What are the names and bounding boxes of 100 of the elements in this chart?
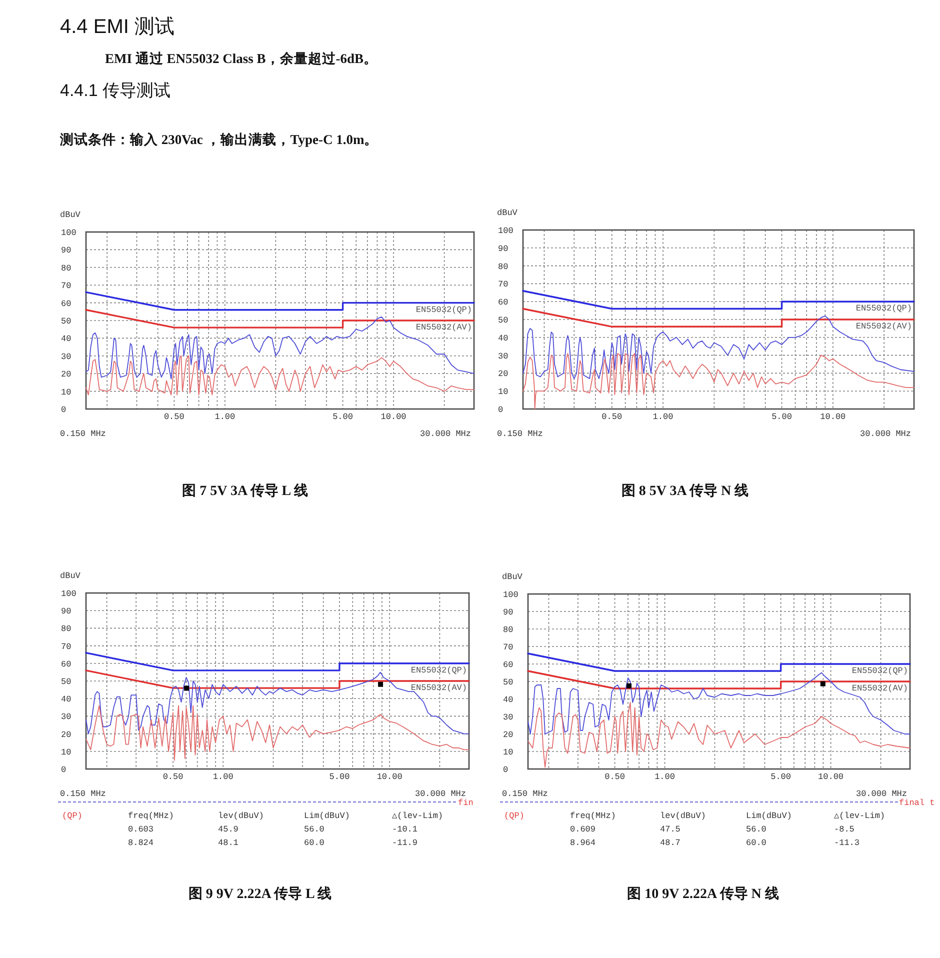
x-tick-label: 0.50 xyxy=(602,412,622,422)
y-tick-label: 70 xyxy=(498,280,508,290)
y-tick-label: 70 xyxy=(61,281,72,292)
y-tick-label: 30 xyxy=(61,712,72,722)
y-axis-title: dBuV xyxy=(497,208,518,218)
y-axis-title: dBuV xyxy=(502,572,524,582)
y-tick-label: 10 xyxy=(503,748,514,758)
text: 4.4.1 传导测试 xyxy=(60,81,171,100)
y-tick-label: 50 xyxy=(503,678,514,688)
series-label: EN55032(QP) xyxy=(852,666,908,676)
text: freq(MHz) xyxy=(570,811,616,821)
y-tick-label: 80 xyxy=(61,263,72,274)
text: freq(MHz) xyxy=(128,811,174,821)
text: fin xyxy=(458,798,474,808)
text: 30.000 MHz xyxy=(856,789,907,799)
y-axis-title: dBuV xyxy=(60,571,82,581)
y-tick-label: 30 xyxy=(498,351,508,362)
x-tick-label: 5.00 xyxy=(332,412,353,422)
text: 图 9 9V 2.22A 传导 L 线 xyxy=(188,886,332,902)
y-tick-label: 60 xyxy=(61,298,72,309)
y-tick-label: 40 xyxy=(61,334,72,344)
y-axis-title: dBuV xyxy=(60,210,82,220)
y-tick-label: 30 xyxy=(503,712,514,722)
text: 测试条件：输入 230Vac ，输出满载，Type-C 1.0m。 xyxy=(59,132,378,147)
text: Lim(dBuV) xyxy=(304,811,350,821)
text: 0.150 MHz xyxy=(60,429,106,439)
series-label: EN55032(AV) xyxy=(852,684,908,694)
text: 图 8 5V 3A 传导 N 线 xyxy=(621,483,749,499)
text: -11.9 xyxy=(392,838,418,848)
x-tick-label: 0.50 xyxy=(162,772,184,782)
text: (QP) xyxy=(504,811,524,821)
text: final t xyxy=(899,798,935,808)
y-tick-label: 10 xyxy=(61,747,72,758)
text: △(lev-Lim) xyxy=(834,811,886,821)
x-tick-label: 10.00 xyxy=(818,772,844,782)
y-tick-label: 60 xyxy=(498,298,508,308)
y-tick-label: 100 xyxy=(503,590,518,600)
y-tick-label: 40 xyxy=(503,695,514,705)
text: 30.000 MHz xyxy=(860,429,911,439)
x-tick-label: 1.00 xyxy=(214,412,236,422)
x-tick-label: 0.50 xyxy=(164,412,184,422)
x-tick-label: 0.50 xyxy=(604,772,626,782)
y-tick-label: 100 xyxy=(498,226,514,236)
y-tick-label: 100 xyxy=(61,228,76,238)
y-tick-label: 40 xyxy=(61,694,72,705)
text: -11.3 xyxy=(834,838,860,848)
y-tick-label: 80 xyxy=(503,625,514,635)
y-tick-label: 50 xyxy=(498,316,508,326)
y-tick-label: 50 xyxy=(61,316,72,326)
series-label: EN55032(AV) xyxy=(856,322,912,332)
series-label: EN55032(AV) xyxy=(416,322,472,332)
y-tick-label: 70 xyxy=(61,642,72,652)
y-tick-label: 60 xyxy=(503,660,514,670)
text: 56.0 xyxy=(304,824,324,834)
y-tick-label: 40 xyxy=(498,333,508,344)
y-tick-label: 0 xyxy=(503,765,508,775)
y-tick-label: 80 xyxy=(498,262,508,272)
text: 0.150 MHz xyxy=(497,429,543,439)
text: Lim(dBuV) xyxy=(746,811,792,821)
text: (QP) xyxy=(62,811,82,821)
series-label: EN55032(QP) xyxy=(416,304,472,315)
y-tick-label: 60 xyxy=(61,659,72,670)
text: EMI 通过 EN55032 Class B，余量超过-6dB。 xyxy=(105,51,378,66)
text: 4.4 EMI 测试 xyxy=(60,16,174,38)
text: 30.000 MHz xyxy=(414,789,466,799)
y-tick-label: 20 xyxy=(498,369,508,380)
x-tick-label: 5.00 xyxy=(329,772,350,782)
x-tick-label: 1.00 xyxy=(212,772,234,782)
y-tick-label: 50 xyxy=(61,677,72,687)
y-tick-label: 90 xyxy=(503,608,514,618)
text: 60.0 xyxy=(304,838,324,848)
text: 0.150 MHz xyxy=(502,789,548,799)
text: 48.7 xyxy=(660,838,680,848)
y-tick-label: 90 xyxy=(61,606,72,617)
y-tick-label: 10 xyxy=(498,387,508,398)
text: 0.609 xyxy=(570,824,596,834)
text: 0.150 MHz xyxy=(60,789,106,799)
y-tick-label: 70 xyxy=(503,642,514,652)
y-tick-label: 90 xyxy=(498,244,508,254)
text: lev(dBuV) xyxy=(660,811,706,821)
text: 8.824 xyxy=(128,838,154,848)
text: 图 10 9V 2.22A 传导 N 线 xyxy=(627,886,779,902)
x-tick-label: 5.00 xyxy=(770,772,792,782)
text: 30.000 MHz xyxy=(420,429,471,439)
y-tick-label: 20 xyxy=(61,370,72,380)
text: 60.0 xyxy=(746,838,766,848)
y-tick-label: 0 xyxy=(498,405,504,415)
y-tick-label: 30 xyxy=(61,352,72,362)
y-tick-label: 20 xyxy=(61,730,72,740)
text: 45.9 xyxy=(218,824,238,834)
y-tick-label: 80 xyxy=(61,624,72,634)
x-tick-label: 10.00 xyxy=(820,412,846,422)
text: 48.1 xyxy=(218,838,238,848)
text: 56.0 xyxy=(746,824,766,834)
y-tick-label: 10 xyxy=(61,387,72,398)
text: 0.603 xyxy=(128,824,154,834)
series-label: EN55032(AV) xyxy=(410,683,467,693)
series-label: EN55032(QP) xyxy=(410,665,467,676)
y-tick-label: 90 xyxy=(61,246,72,256)
text: 图 7 5V 3A 传导 L 线 xyxy=(182,483,308,499)
